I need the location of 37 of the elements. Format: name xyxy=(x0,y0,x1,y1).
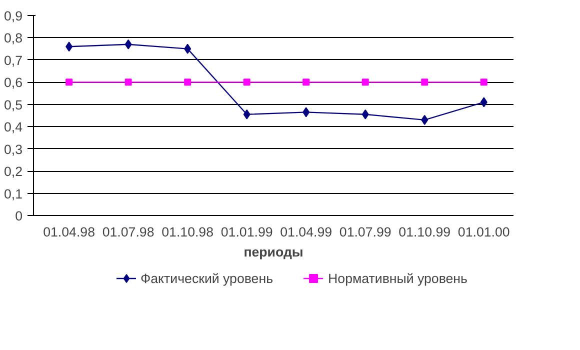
point xyxy=(480,78,488,86)
x-tick-label: 01.10.98 xyxy=(162,224,214,240)
point xyxy=(184,78,192,86)
point xyxy=(66,78,73,86)
point xyxy=(124,78,132,86)
x-tick-label: 01.01.00 xyxy=(458,224,510,240)
y-tick-label: 0,8 xyxy=(4,30,23,46)
x-tick-label: 01.04.99 xyxy=(280,224,332,240)
x-axis-title: периоды xyxy=(244,244,304,260)
y-tick-label: 0,4 xyxy=(4,120,24,135)
x-tick-label: 01.04.98 xyxy=(43,224,96,240)
point xyxy=(243,78,250,86)
point xyxy=(243,109,250,120)
point xyxy=(66,42,73,52)
y-tick-label: 0,5 xyxy=(4,97,23,112)
point xyxy=(302,78,310,86)
x-tick-label: 01.07.99 xyxy=(339,224,392,240)
y-tick-label: 0,9 xyxy=(4,8,23,24)
y-tick-label: 0,6 xyxy=(4,75,23,90)
x-tick-label: 01.07.98 xyxy=(102,224,154,240)
point xyxy=(362,78,369,86)
legend-label: Фактический уровень xyxy=(140,270,274,286)
point xyxy=(480,97,488,108)
point xyxy=(184,44,192,54)
y-tick-label: 0,3 xyxy=(4,142,23,157)
point xyxy=(124,39,132,50)
x-tick-label: 01.01.99 xyxy=(220,224,273,240)
y-tick-label: 0 xyxy=(15,208,23,224)
point xyxy=(421,78,428,86)
legend-label: Нормативный уровень xyxy=(328,270,468,286)
x-tick-label: 01.10.99 xyxy=(398,224,451,240)
y-tick-label: 0,1 xyxy=(4,186,23,202)
y-tick-label: 0,7 xyxy=(4,52,23,68)
point xyxy=(421,114,428,125)
point xyxy=(302,107,310,118)
point xyxy=(362,109,369,120)
y-tick-label: 0,2 xyxy=(4,164,23,180)
